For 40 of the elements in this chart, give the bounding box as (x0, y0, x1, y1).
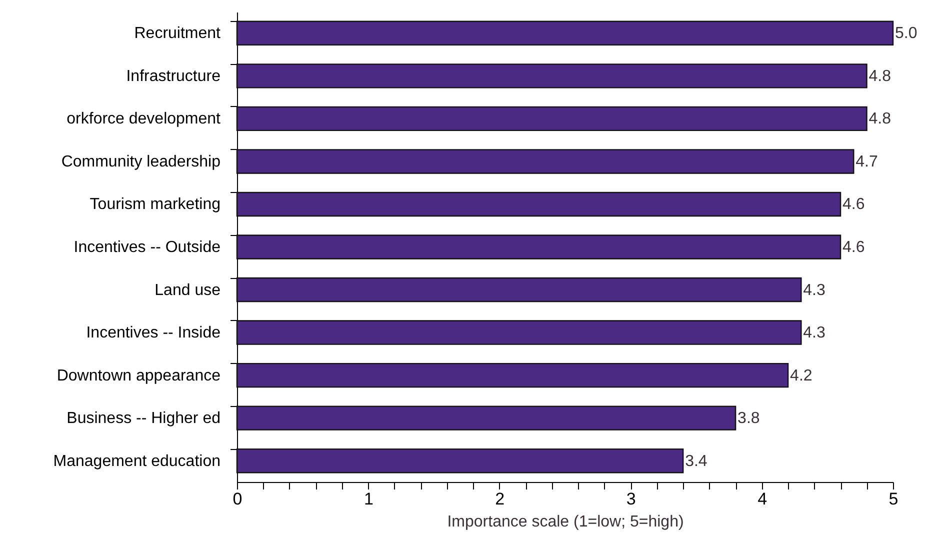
x-tick-label: 2 (495, 490, 505, 508)
data-label: 4.2 (790, 367, 812, 384)
y-tick-label: Infrastructure (126, 68, 221, 85)
data-label: 5.0 (895, 25, 918, 42)
x-tick-label: 3 (626, 490, 636, 508)
data-label: 3.4 (685, 452, 708, 470)
y-tick-label: orkforce development (66, 110, 222, 128)
y-tick-label: Management education (53, 452, 220, 470)
bar (236, 234, 842, 260)
bar (236, 406, 736, 430)
x-tick-label: 5 (888, 490, 898, 508)
y-tick-label: Recruitment (134, 25, 222, 42)
bar (236, 64, 868, 88)
bar (236, 192, 842, 217)
y-tick-label: Tourism marketing (90, 196, 220, 214)
data-label: 4.8 (868, 68, 892, 85)
data-label: 4.7 (856, 153, 878, 170)
bar (236, 106, 868, 132)
y-tick-label: Downtown appearance (56, 367, 221, 384)
bar (236, 448, 684, 474)
y-tick-label: Business -- Higher ed (66, 410, 220, 428)
data-label: 4.8 (868, 110, 892, 128)
y-tick-label: Incentives -- Inside (86, 324, 221, 342)
bar (236, 320, 802, 345)
data-label: 4.6 (842, 196, 865, 214)
bar (236, 362, 789, 388)
data-label: 4.3 (803, 282, 826, 299)
y-tick-label: Community leadership (61, 153, 221, 170)
bar (236, 277, 802, 302)
x-tick-label: 1 (364, 490, 374, 508)
x-tick-label: 0 (232, 490, 242, 508)
y-tick-label: Incentives -- Outside (74, 239, 221, 256)
data-label: 3.8 (738, 410, 760, 428)
data-label: 4.3 (803, 324, 826, 342)
bar (236, 149, 854, 174)
y-tick-label: Land use (154, 282, 221, 299)
data-label: 4.6 (842, 239, 865, 256)
x-tick-label: 4 (758, 490, 768, 508)
x-axis-title: Importance scale (1=low; 5=high) (447, 514, 684, 530)
bar (236, 20, 894, 46)
